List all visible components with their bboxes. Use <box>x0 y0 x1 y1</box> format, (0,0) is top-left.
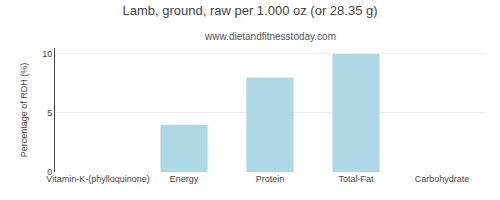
svg-text:0: 0 <box>47 167 52 177</box>
svg-text:www.dietandfitnesstoday.com: www.dietandfitnesstoday.com <box>204 31 336 42</box>
svg-text:5: 5 <box>47 108 52 118</box>
svg-text:Energy: Energy <box>170 174 199 184</box>
svg-text:Percentage of RDH (%): Percentage of RDH (%) <box>19 63 29 158</box>
svg-text:Carbohydrate: Carbohydrate <box>415 174 470 184</box>
svg-text:Protein: Protein <box>256 174 285 184</box>
svg-text:Lamb, ground, raw per 1.000 oz: Lamb, ground, raw per 1.000 oz (or 28.35… <box>122 3 377 18</box>
svg-text:Total-Fat: Total-Fat <box>338 174 374 184</box>
svg-text:Vitamin-K-(phylloquinone): Vitamin-K-(phylloquinone) <box>46 174 149 184</box>
svg-text:10: 10 <box>42 49 52 59</box>
